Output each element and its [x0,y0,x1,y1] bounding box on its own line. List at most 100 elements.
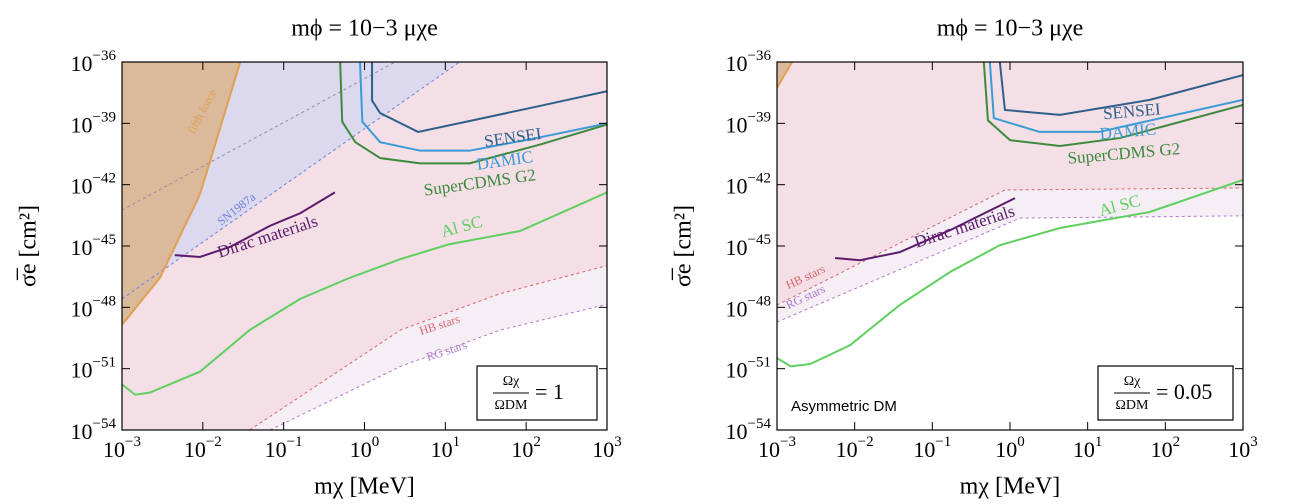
y-tick-label: 10−45 [726,232,771,260]
tick-exponent: −54 [93,416,117,432]
boundary-line [249,265,607,430]
region-fill [122,62,241,325]
x-tick-label: 10−3 [103,434,141,462]
boundary-line [122,62,396,211]
annotation-denominator: ΩDM [1116,398,1150,413]
tick-base: 10 [184,437,206,462]
limit-curve [371,62,607,133]
tick-base: 10 [1151,437,1173,462]
curve-label: DAMIC [1099,119,1157,143]
x-tick-label: 10−1 [913,434,951,462]
tick-exponent: −39 [748,110,771,126]
tick-exponent: −2 [858,434,874,450]
x-tick-label: 10−2 [836,434,874,462]
y-tick-label: 10−42 [726,171,771,199]
tick-base: 10 [1228,437,1250,462]
x-tick-label: 101 [431,434,461,462]
annotation-numerator: Ωχ [503,374,520,389]
limit-curve [835,197,1016,262]
tick-exponent: −39 [93,110,116,126]
tick-base: 10 [71,296,93,321]
limit-curve [339,62,607,165]
x-tick-label: 10−1 [265,434,303,462]
tick-base: 10 [913,437,935,462]
tick-exponent: −3 [780,434,796,450]
x-tick-label: 100 [350,434,380,462]
tick-exponent: −36 [93,48,117,64]
limit-curve [988,62,1243,133]
tick-base: 10 [71,235,93,260]
tick-exponent: −3 [125,434,141,450]
limit-curve [122,62,242,326]
tick-base: 10 [71,419,93,444]
y-tick-label: 10−51 [71,355,116,383]
tick-base: 10 [726,174,748,199]
tick-exponent: 2 [533,434,541,450]
y-tick-label: 10−42 [71,171,116,199]
boundary-line [777,187,1243,306]
tick-base: 10 [758,437,780,462]
limit-curve [777,62,793,89]
tick-exponent: −48 [748,294,771,310]
limit-curve [122,191,607,396]
tick-base: 10 [71,112,93,137]
region-fill [777,62,1243,306]
tick-base: 10 [265,437,287,462]
chart-title: mϕ = 10−3 μχe [291,16,438,42]
tick-exponent: −45 [748,232,771,248]
limit-curve [174,191,336,259]
tick-base: 10 [726,419,748,444]
tick-base: 10 [71,358,93,383]
y-tick-label: 10−48 [726,294,771,322]
limit-curve [359,62,607,152]
x-tick-label: 103 [1228,434,1258,462]
tick-exponent: −36 [748,48,772,64]
x-tick-label: 100 [995,434,1025,462]
y-tick-label: 10−39 [726,110,771,138]
x-axis-label: mχ [MeV] [960,474,1061,500]
boundary-line [777,215,1243,323]
plot-area [777,62,1243,430]
x-tick-label: 101 [1073,434,1103,462]
tick-exponent: −42 [748,171,771,187]
tick-base: 10 [1073,437,1095,462]
tick-base: 10 [350,437,372,462]
tick-base: 10 [592,437,614,462]
chart-title: mϕ = 10−3 μχe [937,16,1084,42]
tick-exponent: 1 [1095,434,1103,450]
y-tick-label: 10−36 [71,48,117,76]
tick-exponent: −45 [93,232,116,248]
tick-exponent: 3 [1250,434,1258,450]
x-tick-label: 10−3 [758,434,796,462]
tick-exponent: 1 [453,434,461,450]
y-tick-label: 10−54 [71,416,117,444]
tick-base: 10 [726,296,748,321]
y-tick-label: 10−39 [71,110,116,138]
tick-exponent: −51 [93,355,116,371]
limit-curve [998,62,1243,116]
tick-exponent: 2 [1173,434,1181,450]
note: Asymmetric DM [791,398,897,415]
tick-base: 10 [995,437,1017,462]
y-tick-label: 10−45 [71,232,116,260]
limit-curve [777,179,1243,368]
y-axis-label: σ̅e [cm²] [16,205,42,287]
y-axis-label: σ̅e [cm²] [671,205,697,287]
tick-exponent: 0 [372,434,380,450]
x-tick-label: 103 [592,434,622,462]
limit-curve [982,62,1243,147]
x-axis-label: mχ [MeV] [314,474,415,500]
tick-exponent: −2 [206,434,222,450]
x-tick-label: 102 [511,434,541,462]
tick-base: 10 [103,437,125,462]
boundary-line [269,303,607,430]
tick-base: 10 [71,51,93,76]
annotation-rhs: = 0.05 [1156,379,1212,404]
tick-base: 10 [431,437,453,462]
curve-label: SENSEI [1102,99,1161,123]
tick-exponent: −48 [93,294,116,310]
tick-base: 10 [726,235,748,260]
y-tick-label: 10−54 [726,416,772,444]
